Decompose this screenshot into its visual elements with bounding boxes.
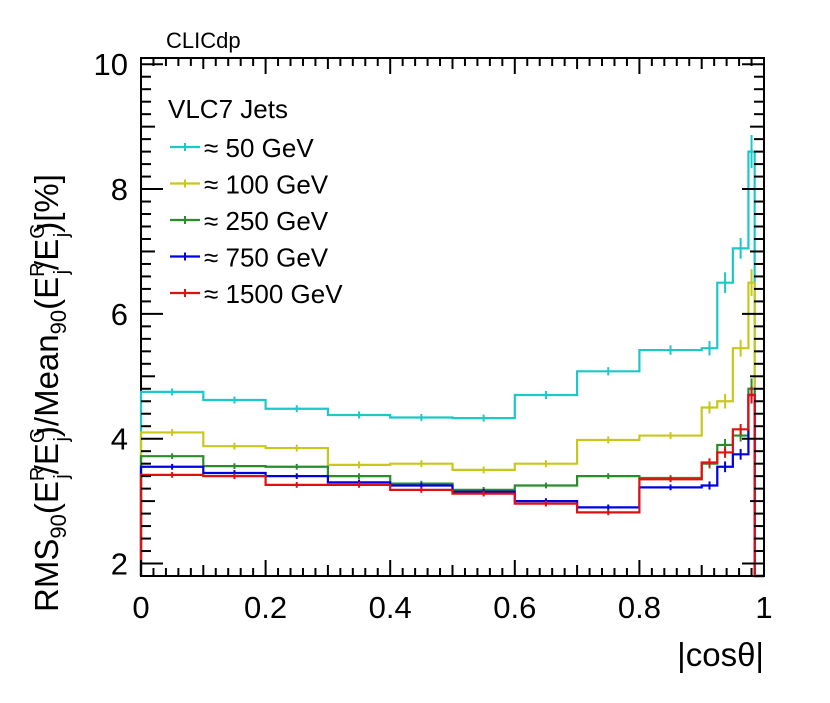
legend: VLC7 Jets ≈ 50 GeV ≈ 100 GeV ≈ 250 GeV ≈ 75… bbox=[168, 94, 343, 309]
y-tick-label: 8 bbox=[111, 172, 128, 207]
x-tick-label: 1 bbox=[755, 590, 772, 625]
y-tick-label: 6 bbox=[111, 297, 128, 332]
series-layer bbox=[139, 135, 764, 578]
series-4 bbox=[139, 386, 764, 578]
legend-entry: ≈ 100 GeV bbox=[170, 170, 329, 200]
axes-layer: 0 0.2 0.4 0.6 0.8 1 2 4 6 8 10 bbox=[94, 47, 773, 625]
series-line bbox=[139, 150, 764, 578]
x-tick-label: 0 bbox=[132, 590, 149, 625]
y-tick-label: 10 bbox=[94, 47, 128, 82]
x-tick-label: 0.2 bbox=[244, 590, 287, 625]
x-tick-label: 0.4 bbox=[369, 590, 412, 625]
y-tick-label: 4 bbox=[111, 422, 128, 457]
legend-label: ≈ 50 GeV bbox=[204, 133, 314, 163]
series-0 bbox=[139, 135, 764, 578]
legend-label: ≈ 1500 GeV bbox=[204, 279, 343, 309]
legend-label: ≈ 100 GeV bbox=[204, 170, 329, 200]
x-tick-label: 0.6 bbox=[493, 590, 536, 625]
legend-label: ≈ 250 GeV bbox=[204, 206, 329, 236]
y-axis-title: RMS90(ER j/EG j)/Mean90(ER j/EG j)[%] bbox=[27, 174, 73, 612]
experiment-label: CLICdp bbox=[166, 28, 241, 53]
legend-entry: ≈ 1500 GeV bbox=[170, 279, 343, 309]
legend-entry: ≈ 50 GeV bbox=[170, 133, 314, 163]
x-axis-title: |cosθ| bbox=[677, 636, 764, 673]
series-1 bbox=[139, 269, 764, 578]
series-line bbox=[139, 387, 764, 578]
legend-label: ≈ 750 GeV bbox=[204, 243, 329, 273]
series-line bbox=[139, 281, 764, 578]
legend-title: VLC7 Jets bbox=[168, 94, 288, 124]
legend-entry: ≈ 250 GeV bbox=[170, 206, 329, 236]
y-tick-label: 2 bbox=[111, 547, 128, 582]
legend-entry: ≈ 750 GeV bbox=[170, 243, 329, 273]
x-tick-label: 0.8 bbox=[618, 590, 661, 625]
